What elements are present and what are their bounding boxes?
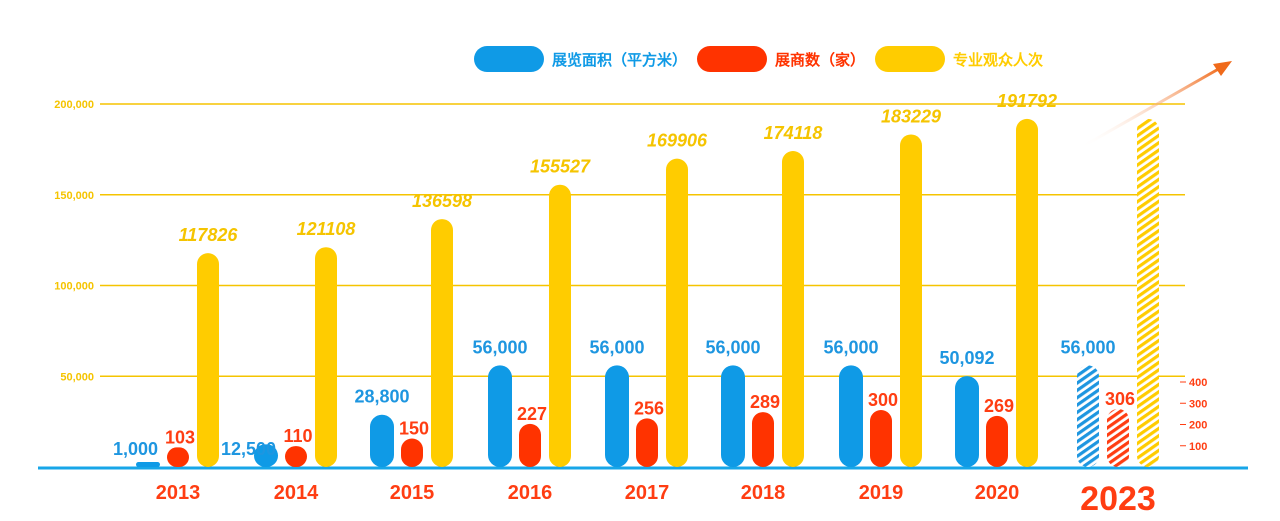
bar-exhibitors-2019 bbox=[870, 410, 892, 467]
data-label-exhibitors-2014: 110 bbox=[283, 426, 312, 446]
bar-exhibitors-2016 bbox=[519, 423, 541, 467]
bar-visitors-2019 bbox=[900, 134, 922, 467]
legend-label-visitors: 专业观众人次 bbox=[953, 50, 1044, 69]
x-tick-label-2023: 2023 bbox=[1080, 480, 1156, 518]
data-label-area-2014: 12,500 bbox=[221, 439, 276, 459]
legend-item-exhibitors: 展商数（家） bbox=[697, 46, 865, 72]
bar-area-2018 bbox=[721, 365, 745, 467]
y-tick-label: 150,000 bbox=[54, 190, 94, 202]
data-label-area-2018: 56,000 bbox=[705, 337, 760, 357]
data-label-visitors-2017: 169906 bbox=[647, 131, 708, 151]
secondary-tick-label: 200 bbox=[1189, 420, 1207, 432]
bars bbox=[136, 118, 1159, 467]
data-label-area-2013: 1,000 bbox=[113, 439, 158, 459]
data-label-visitors-2015: 136598 bbox=[412, 191, 472, 211]
bar-visitors-2017 bbox=[666, 158, 688, 467]
bar-area-2013 bbox=[136, 462, 160, 467]
data-label-visitors-2020: 191792 bbox=[997, 91, 1057, 111]
data-label-exhibitors-2023: 306 bbox=[1105, 389, 1135, 409]
bar-exhibitors-2015 bbox=[401, 438, 423, 467]
bar-area-2016 bbox=[488, 365, 512, 467]
data-label-exhibitors-2018: 289 bbox=[750, 392, 780, 412]
data-label-area-2017: 56,000 bbox=[589, 337, 644, 357]
bar-visitors-2015 bbox=[431, 219, 453, 467]
bar-visitors-2023 bbox=[1137, 118, 1159, 467]
x-tick-label-2020: 2020 bbox=[975, 482, 1020, 504]
x-tick-label-2017: 2017 bbox=[625, 482, 670, 504]
x-tick-label-2016: 2016 bbox=[508, 482, 553, 504]
bar-exhibitors-2020 bbox=[986, 415, 1008, 467]
data-label-area-2023: 56,000 bbox=[1060, 337, 1115, 357]
x-tick-label-2014: 2014 bbox=[274, 482, 319, 504]
legend-item-area: 展览面积（平方米） bbox=[474, 46, 687, 72]
bar-area-2023 bbox=[1077, 365, 1099, 467]
legend-swatch-visitors bbox=[875, 46, 946, 72]
data-label-visitors-2018: 174118 bbox=[764, 123, 823, 143]
trend-arrow-line bbox=[1079, 65, 1223, 150]
data-label-exhibitors-2019: 300 bbox=[868, 390, 898, 410]
data-label-exhibitors-2013: 103 bbox=[165, 427, 195, 447]
bar-exhibitors-2018 bbox=[752, 412, 774, 467]
bar-visitors-2013 bbox=[197, 253, 219, 467]
secondary-tick-label: 400 bbox=[1189, 377, 1207, 389]
bar-area-2017 bbox=[605, 365, 629, 467]
data-label-exhibitors-2017: 256 bbox=[634, 398, 664, 418]
chart-legend: 展览面积（平方米） 展商数（家） 专业观众人次 bbox=[474, 46, 1043, 72]
legend-swatch-exhibitors bbox=[697, 46, 768, 72]
y-tick-label: 100,000 bbox=[54, 281, 94, 293]
data-label-visitors-2019: 183229 bbox=[881, 106, 941, 126]
data-label-area-2019: 56,000 bbox=[823, 337, 878, 357]
data-label-visitors-2016: 155527 bbox=[530, 157, 591, 177]
bar-visitors-2018 bbox=[782, 150, 804, 467]
secondary-tick-label: 300 bbox=[1189, 398, 1207, 410]
data-label-area-2016: 56,000 bbox=[472, 337, 527, 357]
x-tick-label-2013: 2013 bbox=[156, 482, 201, 504]
bar-area-2020 bbox=[955, 376, 979, 467]
bar-visitors-2014 bbox=[315, 247, 337, 467]
bar-exhibitors-2014 bbox=[285, 446, 307, 467]
x-tick-label-2015: 2015 bbox=[390, 482, 435, 504]
bar-area-2019 bbox=[839, 365, 863, 467]
trend-arrow-head bbox=[1213, 61, 1232, 76]
bar-area-2014 bbox=[254, 444, 278, 467]
data-label-visitors-2014: 121108 bbox=[297, 219, 356, 239]
data-labels: 1,000 103 117826 12,500 110 121108 28,800 150 13… bbox=[113, 61, 1232, 459]
data-label-area-2020: 50,092 bbox=[939, 348, 994, 368]
axes: 50,000 100,000 150,000 200,000 100 200 300 400 2… bbox=[38, 99, 1248, 518]
x-tick-label-2019: 2019 bbox=[859, 482, 904, 504]
data-label-exhibitors-2015: 150 bbox=[399, 419, 429, 439]
gridlines bbox=[100, 103, 1185, 377]
bar-exhibitors-2013 bbox=[167, 447, 189, 467]
data-label-exhibitors-2020: 269 bbox=[984, 396, 1014, 416]
data-label-area-2015: 28,800 bbox=[354, 387, 409, 407]
legend-label-exhibitors: 展商数（家） bbox=[775, 50, 866, 69]
legend-item-visitors: 专业观众人次 bbox=[875, 46, 1043, 72]
bar-visitors-2020 bbox=[1016, 118, 1038, 467]
legend-swatch-area bbox=[474, 46, 544, 72]
y-tick-label: 200,000 bbox=[54, 99, 94, 111]
bar-exhibitors-2017 bbox=[636, 418, 658, 467]
bar-visitors-2016 bbox=[549, 184, 571, 467]
bar-area-2015 bbox=[370, 414, 394, 467]
x-tick-label-2018: 2018 bbox=[741, 482, 786, 504]
legend-label-area: 展览面积（平方米） bbox=[552, 50, 688, 69]
secondary-tick-label: 100 bbox=[1189, 441, 1207, 453]
bar-exhibitors-2023 bbox=[1107, 408, 1129, 467]
data-label-visitors-2013: 117826 bbox=[179, 225, 239, 245]
data-label-exhibitors-2016: 227 bbox=[517, 404, 547, 424]
y-tick-label: 50,000 bbox=[60, 371, 94, 383]
